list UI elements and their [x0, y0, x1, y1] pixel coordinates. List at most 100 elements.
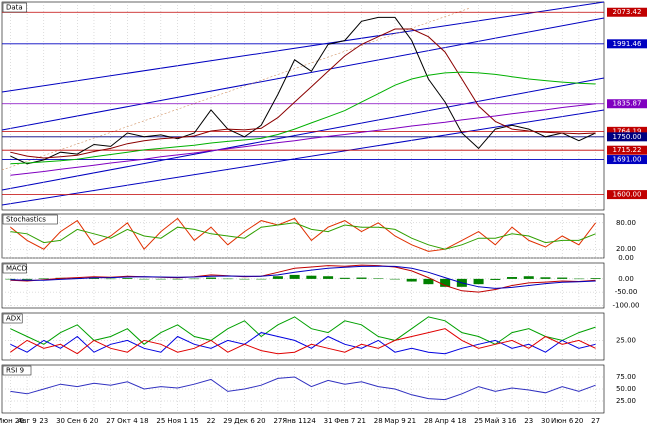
x-tick-label: 29: [223, 417, 232, 425]
y-tick-label: -50.00: [615, 288, 638, 296]
histogram-bar: [423, 278, 434, 285]
x-tick-label: Апр 4: [435, 417, 456, 425]
series-line: [10, 103, 596, 176]
histogram-bar: [373, 278, 384, 279]
x-tick-label: Июн 6: [551, 417, 574, 425]
x-tick-label: 30: [56, 417, 65, 425]
histogram-bar: [38, 278, 49, 279]
panel-title: ADX: [6, 315, 21, 323]
panel-frame: [1, 1, 605, 211]
histogram-bar: [289, 274, 300, 279]
y-tick-label: 75.00: [616, 373, 636, 381]
histogram-bar: [22, 278, 33, 280]
x-tick-label: 18: [140, 417, 149, 425]
level-label: 1715.22: [613, 146, 642, 154]
panel-title-box: [2, 365, 32, 376]
histogram-bar: [573, 278, 584, 280]
panel-title-box: [2, 263, 27, 274]
x-tick-label: 20: [574, 417, 583, 425]
x-tick-label: 31: [324, 417, 333, 425]
x-tick-label: 15: [190, 417, 199, 425]
series-line: [10, 328, 596, 355]
histogram-bar: [323, 276, 334, 279]
x-tick-label: 24: [307, 417, 316, 425]
panel-title: RSI 9: [6, 367, 24, 375]
histogram-bar: [256, 278, 267, 280]
level-label: 2073.42: [613, 8, 642, 16]
series-line: [10, 376, 596, 401]
histogram-bar: [222, 278, 233, 280]
series-line: [10, 265, 596, 289]
y-tick-label: 20.00: [616, 245, 636, 253]
y-tick-label: 25.00: [616, 397, 636, 405]
x-tick-label: Дек 6: [234, 417, 255, 425]
level-label: 1764.19: [613, 127, 642, 135]
histogram-bar: [440, 278, 451, 287]
histogram-bar: [590, 278, 601, 279]
level-label: 1750.00: [613, 133, 642, 141]
level-label: 1600.00: [613, 191, 642, 199]
x-tick-label: Ноя 1: [167, 417, 187, 425]
level-label: 1991.46: [613, 40, 642, 48]
histogram-bar: [389, 278, 400, 280]
histogram-bar: [306, 275, 317, 279]
x-tick-label: Авг 9: [17, 417, 36, 425]
x-tick-label: 27: [106, 417, 115, 425]
level-box: [607, 132, 647, 142]
histogram-bar: [507, 277, 518, 279]
level-box: [607, 99, 647, 109]
x-tick-label: Окт 4: [117, 417, 138, 425]
series-line: [10, 16, 596, 165]
histogram-bar: [189, 278, 200, 280]
histogram-bar: [139, 278, 150, 280]
y-tick-label: 80.00: [616, 219, 636, 227]
panel-frame: [1, 262, 605, 309]
y-tick-label: 25.00: [616, 336, 636, 344]
y-tick-label: 50.00: [616, 385, 636, 393]
histogram-bar: [5, 278, 16, 280]
panel-title: Stochastics: [6, 216, 46, 224]
histogram-bar: [172, 278, 183, 280]
x-tick-label: Сен 6: [67, 417, 88, 425]
x-tick-label: 28: [374, 417, 383, 425]
x-tick-label: 22: [207, 417, 216, 425]
x-tick-label: Мар 9: [384, 417, 405, 425]
panel-title: Data: [6, 4, 23, 12]
histogram-bar: [406, 278, 417, 282]
level-box: [607, 155, 647, 165]
histogram-bar: [339, 277, 350, 279]
x-tick-label: 20: [90, 417, 99, 425]
level-box: [607, 7, 647, 17]
panel-title: MACD: [6, 265, 27, 273]
x-tick-label: 21: [357, 417, 366, 425]
panel-frame: [1, 213, 605, 259]
series-line: [10, 28, 596, 159]
x-tick-label: 30: [541, 417, 550, 425]
y-tick-label: 0.00: [618, 254, 634, 262]
x-tick-label: Май 3: [485, 417, 507, 425]
histogram-bar: [88, 277, 99, 279]
histogram-bar: [206, 277, 217, 279]
x-tick-label: 16: [508, 417, 517, 425]
level-box: [607, 39, 647, 49]
histogram-bar: [356, 277, 367, 279]
x-tick-label: 23: [39, 417, 48, 425]
level-box: [607, 126, 647, 136]
series-line: [10, 222, 596, 250]
series-line: [10, 316, 596, 345]
panel-title-box: [2, 2, 27, 13]
y-tick-label: -100.00: [612, 301, 639, 309]
histogram-bar: [122, 278, 133, 279]
series-line: [10, 71, 596, 165]
x-tick-label: 18: [457, 417, 466, 425]
histogram-bar: [523, 276, 534, 279]
x-tick-label: 20: [257, 417, 266, 425]
x-tick-label: 23: [524, 417, 533, 425]
histogram-bar: [272, 276, 283, 279]
histogram-bar: [155, 278, 166, 280]
histogram-bar: [490, 278, 501, 280]
histogram-bar: [473, 278, 484, 285]
x-tick-label: 25: [156, 417, 165, 425]
histogram-bar: [239, 278, 250, 280]
